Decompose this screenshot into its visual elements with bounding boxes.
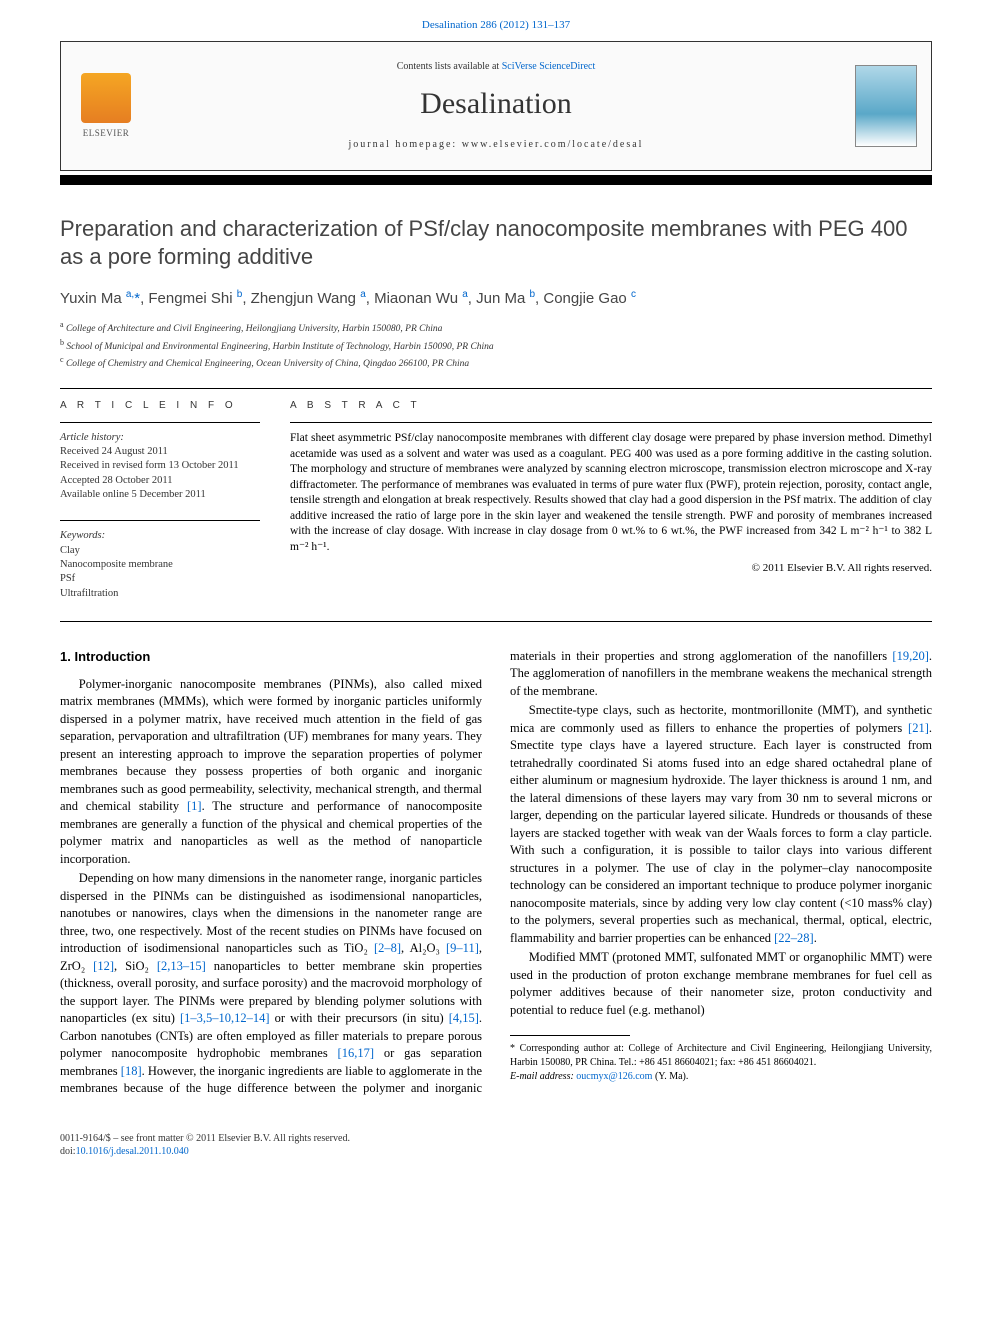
cover-image-icon xyxy=(855,65,917,147)
body-paragraph: Modified MMT (protoned MMT, sulfonated M… xyxy=(510,949,932,1019)
journal-name: Desalination xyxy=(151,84,841,125)
corresponding-footnote: * Corresponding author at: College of Ar… xyxy=(510,1042,932,1084)
contents-prefix: Contents lists available at xyxy=(397,61,502,72)
article-history: Article history: Received 24 August 2011… xyxy=(60,431,260,502)
publisher-logo: ELSEVIER xyxy=(61,42,151,170)
header-center: Contents lists available at SciVerse Sci… xyxy=(151,42,841,170)
journal-header: ELSEVIER Contents lists available at Sci… xyxy=(60,41,932,171)
history-line: Accepted 28 October 2011 xyxy=(60,474,260,488)
abstract-col: a b s t r a c t Flat sheet asymmetric PS… xyxy=(290,399,932,601)
keyword-item: Clay xyxy=(60,544,260,558)
reference-link[interactable]: [16,17] xyxy=(338,1046,374,1060)
divider-bottom xyxy=(60,621,932,622)
affiliation-line: b School of Municipal and Environmental … xyxy=(60,337,932,354)
header-rule xyxy=(60,175,932,185)
citation-link[interactable]: Desalination 286 (2012) 131–137 xyxy=(422,19,570,31)
keywords-block: Keywords: ClayNanocomposite membranePSfU… xyxy=(60,529,260,601)
reference-link[interactable]: [4,15] xyxy=(449,1011,479,1025)
keyword-item: PSf xyxy=(60,572,260,586)
article-info-col: a r t i c l e i n f o Article history: R… xyxy=(60,399,260,601)
abstract-text: Flat sheet asymmetric PSf/clay nanocompo… xyxy=(290,431,932,555)
affiliations: a College of Architecture and Civil Engi… xyxy=(60,319,932,371)
body-columns: 1. Introduction Polymer-inorganic nanoco… xyxy=(60,648,932,1098)
reference-link[interactable]: [1–3,5–10,12–14] xyxy=(180,1011,270,1025)
reference-link[interactable]: [19,20] xyxy=(892,649,928,663)
reference-link[interactable]: [2,13–15] xyxy=(157,959,206,973)
reference-link[interactable]: [1] xyxy=(187,799,202,813)
journal-homepage: journal homepage: www.elsevier.com/locat… xyxy=(151,138,841,152)
info-abstract-row: a r t i c l e i n f o Article history: R… xyxy=(60,399,932,601)
body-paragraph: Polymer-inorganic nanocomposite membrane… xyxy=(60,676,482,869)
abstract-heading: a b s t r a c t xyxy=(290,399,932,413)
keywords-label: Keywords: xyxy=(60,529,260,543)
email-name: (Y. Ma). xyxy=(655,1071,688,1082)
reference-link[interactable]: [2–8] xyxy=(374,941,401,955)
section-heading-intro: 1. Introduction xyxy=(60,648,482,666)
affiliation-line: c College of Chemistry and Chemical Engi… xyxy=(60,354,932,371)
reference-link[interactable]: [18] xyxy=(121,1064,142,1078)
history-line: Received in revised form 13 October 2011 xyxy=(60,459,260,473)
reference-link[interactable]: [22–28] xyxy=(774,931,814,945)
doi-link[interactable]: 10.1016/j.desal.2011.10.040 xyxy=(76,1146,189,1157)
publisher-name: ELSEVIER xyxy=(83,127,130,139)
abstract-rule xyxy=(290,422,932,423)
keyword-item: Ultrafiltration xyxy=(60,587,260,601)
author-affil-link[interactable]: a, xyxy=(126,289,134,300)
top-citation: Desalination 286 (2012) 131–137 xyxy=(0,0,992,41)
email-link[interactable]: oucmyx@126.com xyxy=(576,1071,652,1082)
author-affil-link[interactable]: a xyxy=(462,289,468,300)
doi-label: doi: xyxy=(60,1146,76,1157)
journal-cover xyxy=(841,42,931,170)
info-rule xyxy=(60,422,260,423)
contents-line: Contents lists available at SciVerse Sci… xyxy=(151,60,841,74)
history-line: Received 24 August 2011 xyxy=(60,445,260,459)
page-footer: 0011-9164/$ – see front matter © 2011 El… xyxy=(0,1118,992,1179)
author-affil-link[interactable]: * xyxy=(134,290,140,307)
article-title: Preparation and characterization of PSf/… xyxy=(60,215,932,272)
sciencedirect-link[interactable]: SciVerse ScienceDirect xyxy=(502,61,596,72)
email-label: E-mail address: xyxy=(510,1071,574,1082)
copyright-line: © 2011 Elsevier B.V. All rights reserved… xyxy=(290,561,932,576)
body-paragraph: Smectite-type clays, such as hectorite, … xyxy=(510,702,932,947)
author-affil-link[interactable]: c xyxy=(631,289,636,300)
reference-link[interactable]: [12] xyxy=(93,959,114,973)
author-affil-link[interactable]: b xyxy=(237,289,243,300)
elsevier-tree-icon xyxy=(81,73,131,123)
author-affil-link[interactable]: a xyxy=(360,289,366,300)
issn-line: 0011-9164/$ – see front matter © 2011 El… xyxy=(60,1132,932,1146)
history-line: Available online 5 December 2011 xyxy=(60,488,260,502)
authors-line: Yuxin Ma a,*, Fengmei Shi b, Zhengjun Wa… xyxy=(60,288,932,309)
article-info-heading: a r t i c l e i n f o xyxy=(60,399,260,413)
affiliation-line: a College of Architecture and Civil Engi… xyxy=(60,319,932,336)
reference-link[interactable]: [21] xyxy=(908,721,929,735)
history-label: Article history: xyxy=(60,431,260,445)
divider-top xyxy=(60,388,932,389)
reference-link[interactable]: [9–11] xyxy=(446,941,479,955)
keyword-item: Nanocomposite membrane xyxy=(60,558,260,572)
author-affil-link[interactable]: b xyxy=(529,289,535,300)
keywords-rule xyxy=(60,520,260,521)
footnote-separator xyxy=(510,1035,630,1036)
corr-author-line: * Corresponding author at: College of Ar… xyxy=(510,1042,932,1070)
